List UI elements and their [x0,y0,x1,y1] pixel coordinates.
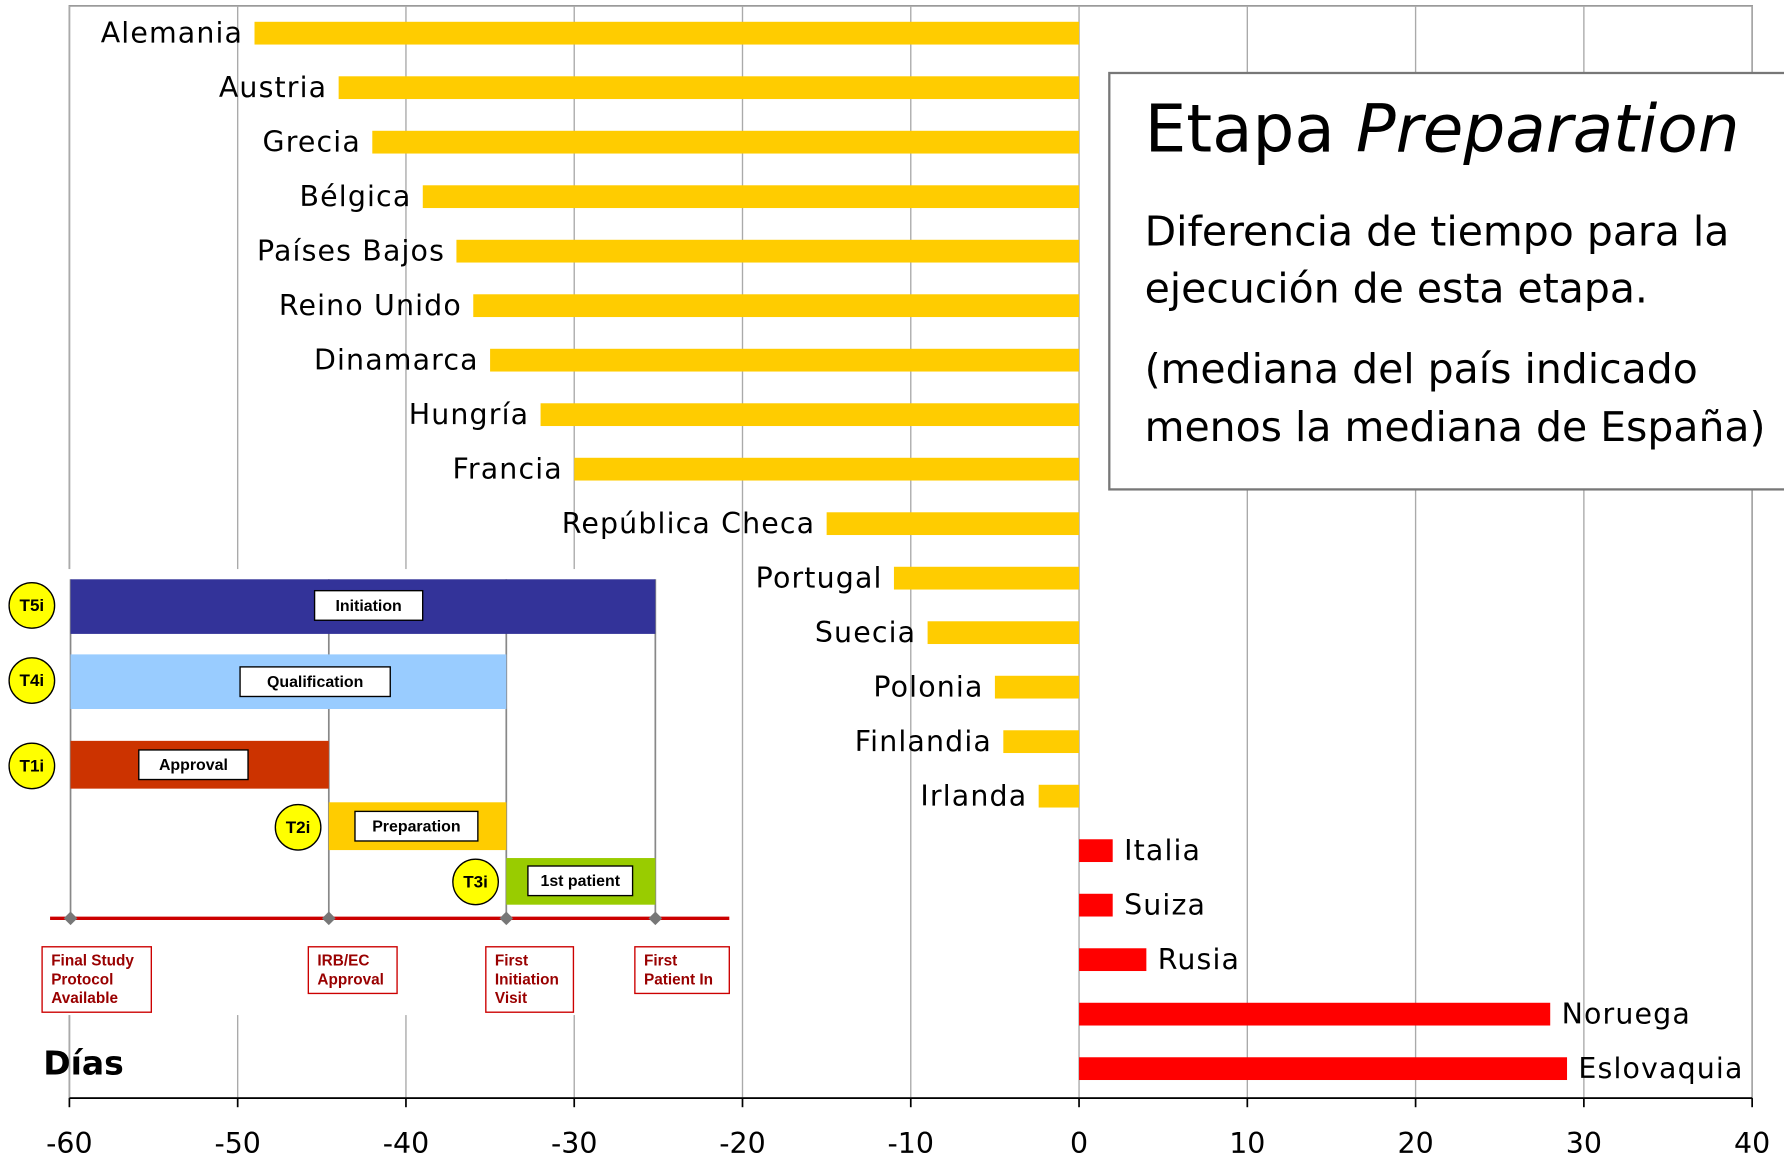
milestone-label: IRB/EC [317,953,369,970]
category-label: Noruega [1562,997,1691,1030]
x-tick-label: -60 [46,1127,92,1160]
bar [490,348,1080,372]
x-tick-label: 10 [1229,1127,1265,1160]
bar [927,621,1080,645]
category-label: Irlanda [920,779,1027,812]
category-label: Suiza [1124,888,1206,921]
category-label: Finlandia [855,725,992,758]
phase-label-box [354,810,479,842]
bar [254,21,1080,45]
x-tick-label: -30 [551,1127,597,1160]
category-label: República Checa [562,507,816,540]
category-label: Italia [1124,834,1201,867]
category-label: Alemania [101,16,243,49]
bar [826,512,1080,536]
category-label: Grecia [263,125,361,158]
bar [893,566,1080,590]
bar [422,185,1080,209]
title-plain: Etapa [1145,90,1335,167]
phase-label: 1st patient [540,873,620,890]
bar [1079,948,1147,972]
category-label: Francia [452,452,562,485]
inset-background [0,569,738,1016]
annotation-text: ejecución de esta etapa. [1145,264,1648,312]
bar [1079,1057,1568,1081]
x-tick-label: 40 [1734,1127,1770,1160]
category-label: Rusia [1158,943,1240,976]
phase-code: T4i [20,671,45,690]
annotation-text: menos la mediana de España) [1145,403,1766,451]
phase-code-circle [8,742,56,790]
phase-code-circle [274,803,322,851]
x-tick-label: 20 [1398,1127,1434,1160]
phase-code-circle [8,657,56,704]
x-tick-label: -20 [719,1127,765,1160]
x-axis-label: Días [43,1044,124,1083]
milestone-label: Initiation [495,971,559,988]
milestone-label: Available [51,990,118,1007]
milestone-label: Approval [317,971,383,988]
title-italic: Preparation [1356,90,1740,167]
category-label: Eslovaquia [1578,1052,1743,1085]
milestone-label: First [495,953,528,970]
bar [540,403,1080,427]
milestone-box [307,946,398,995]
category-label: Austria [219,71,327,104]
bar [473,294,1080,318]
category-label: Suecia [815,616,916,649]
milestone-box [634,946,730,995]
milestone-label: Final Study [51,953,134,970]
phase-code: T2i [286,818,311,837]
phase-code-circle [452,858,500,906]
milestone-label: Patient In [644,971,713,988]
x-tick-label: 30 [1566,1127,1602,1160]
milestone-label: Visit [495,990,527,1007]
timeline-marker [321,911,336,926]
category-label: Bélgica [300,180,412,213]
phase-label-box [313,589,424,621]
phase-label: Approval [159,757,228,774]
x-tick-label: -40 [383,1127,429,1160]
bar [1079,1002,1551,1026]
bar [1079,893,1113,917]
milestone-label: Protocol [51,971,113,988]
x-tick-label: -50 [214,1127,260,1160]
milestone-box [485,946,575,1013]
phase-code: T5i [20,596,45,615]
x-tick-label: -10 [888,1127,934,1160]
phase-label: Qualification [267,674,363,691]
category-label: Reino Unido [279,289,462,322]
x-tick-label: 0 [1070,1127,1088,1160]
timeline-marker [648,911,663,926]
timeline-marker [499,911,514,926]
category-label: Hungría [409,398,529,431]
category-label: Dinamarca [314,343,479,376]
bar [994,675,1080,699]
phase-label-box [239,666,391,698]
phase-code: T1i [20,757,45,776]
bar [456,239,1080,263]
annotation-box [1108,71,1784,491]
milestone-label: First [644,953,677,970]
bar [372,130,1080,154]
bar [1079,839,1113,863]
annotation-text: (mediana del país indicado [1145,345,1698,393]
phase-label-box [138,749,249,781]
category-label: Países Bajos [257,234,445,267]
bar [574,457,1080,481]
annotation-text: Diferencia de tiempo para la [1145,208,1730,256]
bar [1038,784,1080,808]
phase-code: T3i [463,873,488,892]
annotation-title: Etapa Preparation [1145,90,1740,167]
bar [338,76,1080,100]
phase-label: Preparation [372,819,460,836]
phase-code-circle [8,582,56,629]
category-label: Polonia [873,670,983,703]
phase-label-box [527,865,634,897]
bar [1003,730,1080,754]
category-label: Portugal [756,561,883,594]
milestone-box [41,946,153,1013]
phase-label: Initiation [335,598,401,615]
